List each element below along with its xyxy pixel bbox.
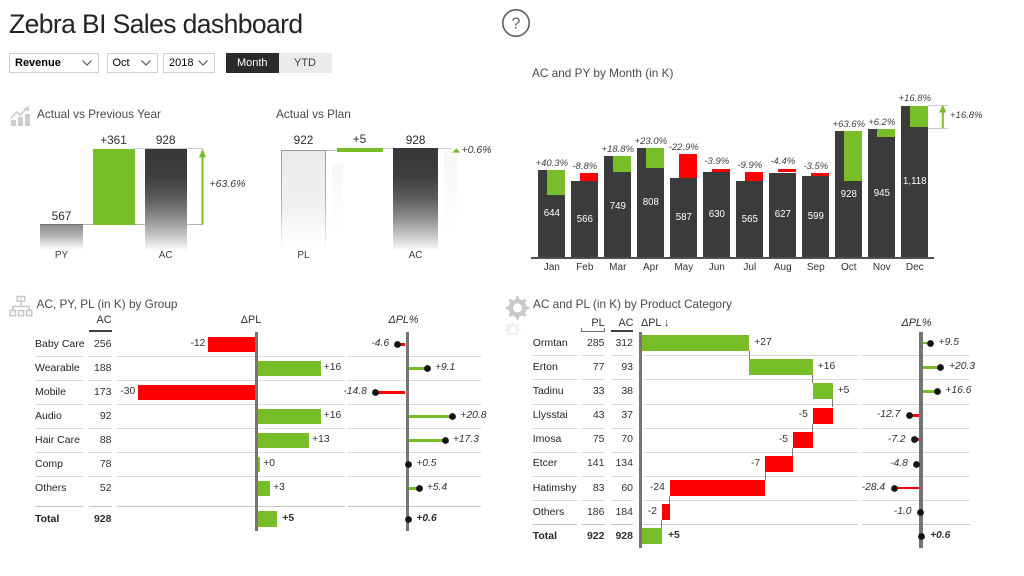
svg-text:?: ? bbox=[512, 16, 521, 33]
